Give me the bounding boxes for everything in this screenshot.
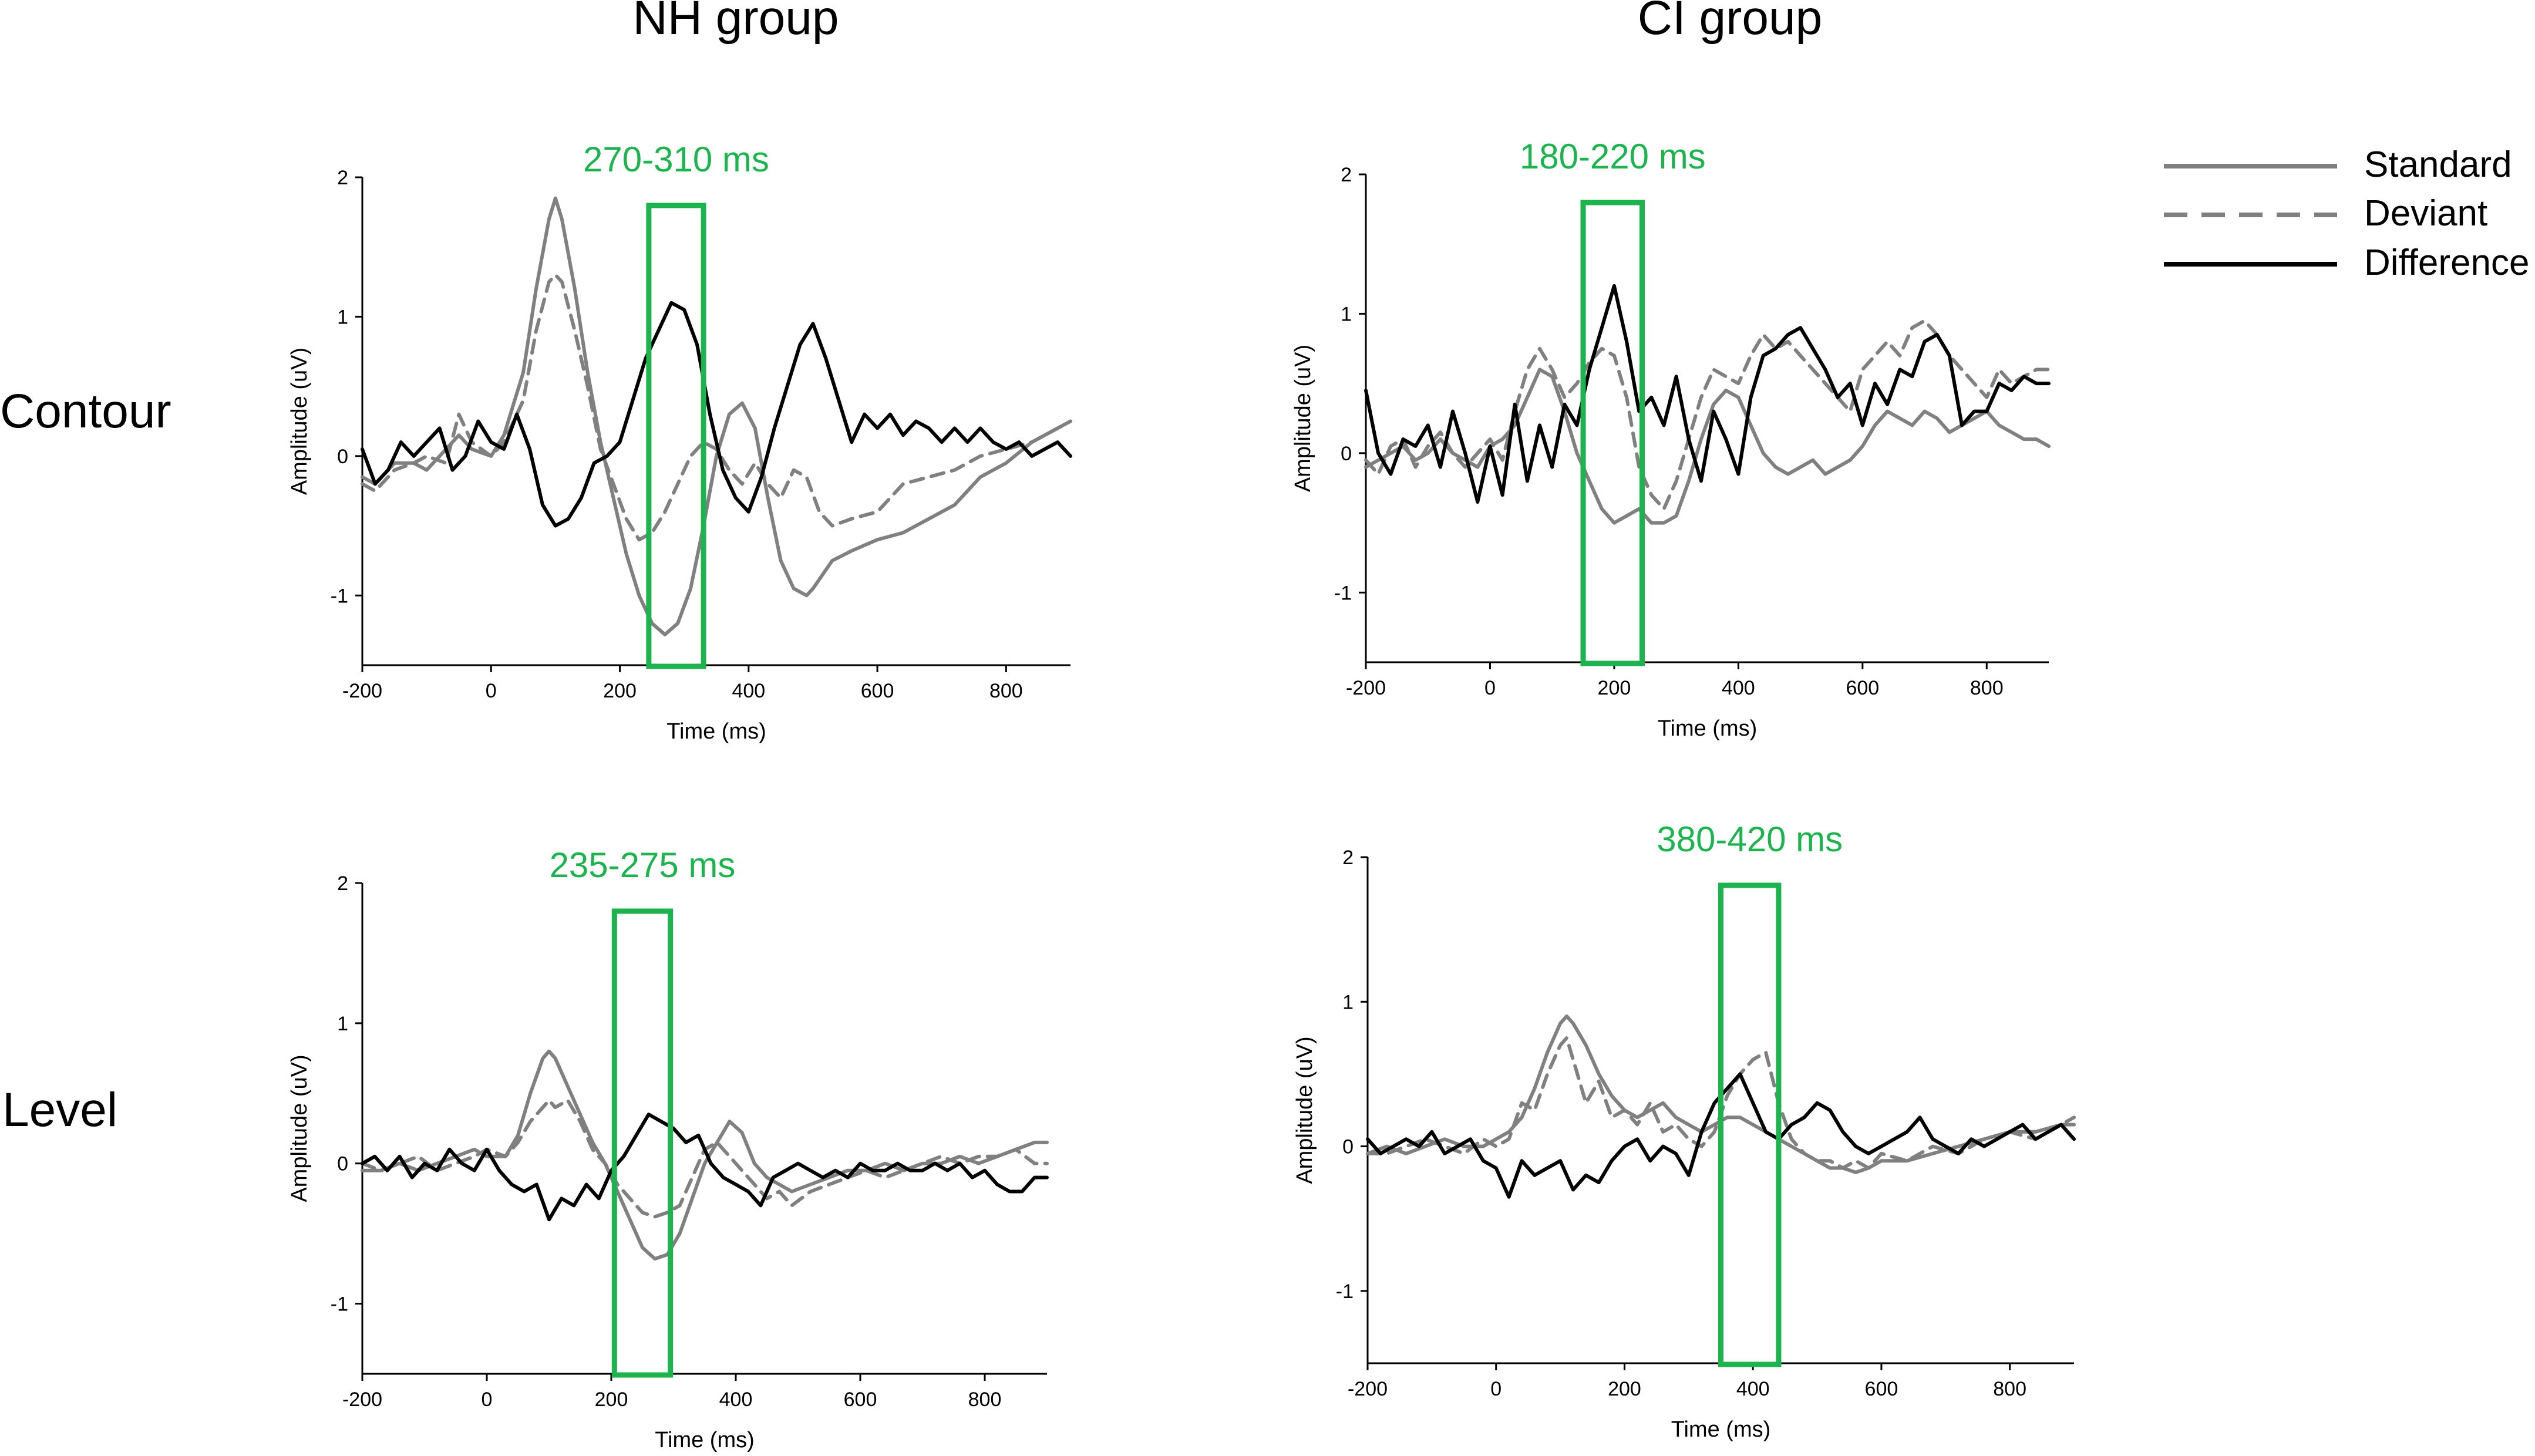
- x-axis-label: Time (ms): [1671, 1417, 1771, 1442]
- panel-ci-level: -1 0 1 2 -200 0 200 400 600 800 Time (ms) Amplitude…: [1292, 820, 2076, 1442]
- panel-nh-level: -1 0 1 2 -200 0 200 400 600 800 Time (ms) Amplitude…: [287, 845, 1049, 1452]
- y-tick-label: 1: [337, 1013, 348, 1035]
- panel-ci-contour: -1 0 1 2 -200 0 200 400 600 800 Time (ms) Amplitude…: [1291, 137, 2051, 741]
- y-tick-label: 1: [1342, 991, 1354, 1013]
- x-tick-label: 800: [1970, 677, 2004, 699]
- y-tick-label: 2: [1342, 847, 1354, 869]
- row-label-level: Level: [2, 1083, 117, 1137]
- window-label: 235-275 ms: [550, 845, 736, 885]
- y-tick-label: -1: [1336, 1280, 1354, 1303]
- x-tick-label: 800: [968, 1388, 1002, 1411]
- x-tick-label: -200: [1348, 1378, 1388, 1400]
- x-tick-label: 200: [1608, 1378, 1641, 1400]
- column-title-ci: CI group: [1638, 0, 1823, 45]
- x-tick-label: 600: [861, 680, 894, 702]
- series-deviant-line: [1366, 1036, 2076, 1170]
- analysis-window: [646, 203, 706, 669]
- window-label: 380-420 ms: [1657, 820, 1843, 859]
- x-tick-label: 0: [486, 680, 497, 702]
- series-standard-line: [1364, 368, 2051, 525]
- analysis-window: [1580, 200, 1645, 666]
- y-axis-label: Amplitude (uV): [1292, 1036, 1317, 1184]
- x-axis-label: Time (ms): [666, 719, 766, 744]
- window-label: 180-220 ms: [1520, 137, 1706, 176]
- x-tick-label: 0: [1490, 1378, 1502, 1400]
- series-difference-line: [361, 1113, 1049, 1222]
- y-tick-label: -1: [331, 585, 348, 607]
- x-axis-label: Time (ms): [655, 1428, 755, 1452]
- legend: Standard Deviant Difference: [2164, 144, 2529, 283]
- x-tick-label: 600: [844, 1388, 877, 1411]
- y-tick-label: -1: [1334, 582, 1352, 604]
- y-tick-label: 1: [1341, 303, 1352, 325]
- x-tick-label: 0: [1484, 677, 1496, 699]
- y-tick-label: 0: [1342, 1136, 1354, 1158]
- x-tick-label: 800: [989, 680, 1023, 702]
- x-tick-label: 400: [732, 680, 765, 702]
- panel-nh-contour: -1 0 1 2 -200 0 200 400 600 800 Time (ms) Amplitude…: [287, 140, 1072, 744]
- y-tick-label: 0: [337, 1153, 348, 1175]
- legend-label-difference: Difference: [2364, 242, 2529, 283]
- x-tick-label: 400: [1722, 677, 1755, 699]
- x-tick-label: -200: [1346, 677, 1386, 699]
- series-difference-line: [1364, 284, 2051, 504]
- x-tick-label: -200: [342, 1388, 382, 1411]
- x-tick-label: 200: [1598, 677, 1631, 699]
- y-axis-label: Amplitude (uV): [1291, 345, 1315, 492]
- x-tick-label: 600: [1846, 677, 1879, 699]
- window-label: 270-310 ms: [583, 140, 769, 179]
- y-axis-label: Amplitude (uV): [287, 348, 312, 495]
- row-label-contour: Contour: [0, 385, 171, 438]
- series-standard-line: [1366, 1014, 2076, 1174]
- y-tick-label: 0: [337, 446, 348, 468]
- x-axis-label: Time (ms): [1658, 716, 1758, 741]
- series-deviant-line: [1364, 319, 2051, 511]
- y-tick-label: 1: [337, 306, 348, 328]
- analysis-window: [611, 908, 674, 1378]
- x-tick-label: 200: [603, 680, 637, 702]
- analysis-window: [1718, 882, 1782, 1367]
- y-tick-label: 2: [1341, 164, 1352, 186]
- legend-label-deviant: Deviant: [2364, 193, 2487, 234]
- series-deviant-line: [361, 1098, 1049, 1219]
- x-tick-label: -200: [342, 680, 382, 702]
- y-tick-label: 2: [337, 872, 348, 895]
- series-standard-line: [361, 1049, 1049, 1261]
- series-deviant-line: [361, 273, 1072, 542]
- x-tick-label: 600: [1865, 1378, 1898, 1400]
- x-tick-label: 200: [595, 1388, 628, 1411]
- y-tick-label: -1: [331, 1293, 348, 1316]
- legend-label-standard: Standard: [2364, 144, 2512, 185]
- series-standard-line: [361, 196, 1072, 636]
- y-tick-label: 2: [337, 167, 348, 189]
- y-axis-label: Amplitude (uV): [287, 1054, 312, 1202]
- y-tick-label: 0: [1341, 443, 1352, 465]
- column-title-nh: NH group: [633, 0, 839, 45]
- x-tick-label: 800: [1993, 1378, 2026, 1400]
- x-tick-label: 0: [482, 1388, 493, 1411]
- x-tick-label: 400: [719, 1388, 753, 1411]
- x-tick-label: 400: [1736, 1378, 1770, 1400]
- series-difference-line: [361, 301, 1072, 528]
